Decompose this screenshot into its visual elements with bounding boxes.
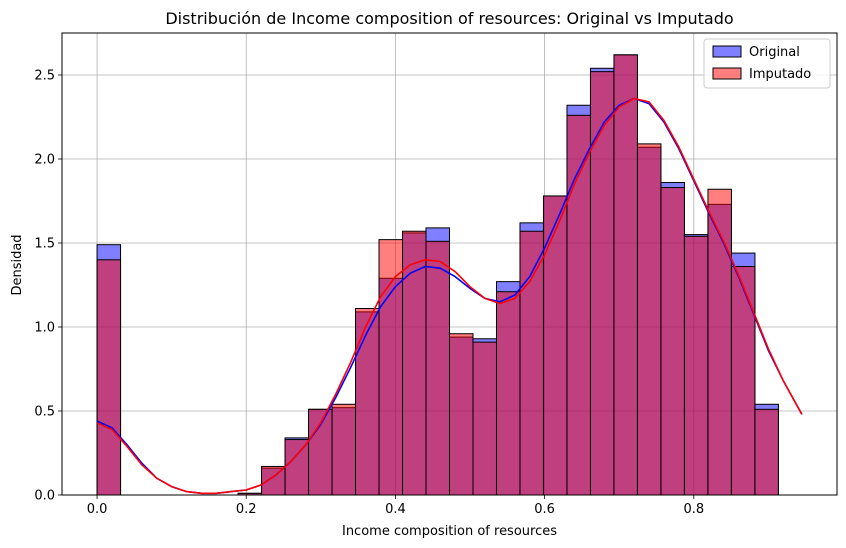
- x-tick-label: 0.6: [534, 502, 555, 517]
- bar-imputado: [425, 240, 450, 496]
- y-tick-label: 2.0: [34, 153, 55, 168]
- chart-title: Distribución de Income composition of re…: [165, 9, 733, 28]
- y-tick-label: 0.5: [34, 405, 55, 420]
- plot-frame: [61, 32, 838, 496]
- bar-imputado: [660, 187, 685, 496]
- bar-imputado: [730, 266, 756, 496]
- y-axis-label: Densidad: [10, 234, 25, 295]
- x-tick-label: 0.2: [236, 502, 257, 517]
- bar-imputado: [613, 54, 638, 496]
- bar-imputado: [566, 114, 591, 496]
- legend: Original Imputado: [703, 38, 831, 89]
- legend-label-original: Original: [749, 45, 800, 60]
- kde-curves: [96, 97, 803, 495]
- bar-imputado: [683, 235, 709, 496]
- y-tick-label: 1.5: [34, 237, 55, 252]
- legend-label-imputado: Imputado: [749, 67, 811, 82]
- y-tick-label: 1.0: [34, 321, 55, 336]
- bar-imputado: [636, 143, 662, 496]
- x-tick-label: 0.0: [87, 502, 108, 517]
- x-tick-label: 0.8: [683, 502, 704, 517]
- bar-imputado: [331, 403, 357, 496]
- bar-imputado: [495, 291, 521, 496]
- bar-imputado: [472, 341, 497, 496]
- bar-imputado: [589, 71, 615, 496]
- y-tick-label: 0.0: [34, 489, 55, 504]
- legend-swatch-imputado: [712, 67, 742, 80]
- axis-ticks: 0.0 0.2 0.4 0.6 0.8 0.0 0.5 1.0 1.5 2.0 2.5: [34, 69, 704, 518]
- histogram-bars: [96, 54, 779, 496]
- bar-imputado: [96, 259, 122, 496]
- bar-imputado: [519, 230, 544, 496]
- bar-imputado: [754, 408, 779, 496]
- bar-imputado: [284, 439, 310, 496]
- x-axis-label: Income composition of resources: [342, 524, 557, 539]
- x-tick-label: 0.4: [385, 502, 406, 517]
- y-tick-label: 2.5: [34, 69, 55, 84]
- bar-imputado: [355, 308, 380, 496]
- kde-line-imputado: [96, 97, 803, 495]
- bar-imputado: [378, 239, 404, 496]
- bar-imputado: [449, 333, 474, 496]
- legend-swatch-original: [712, 45, 742, 58]
